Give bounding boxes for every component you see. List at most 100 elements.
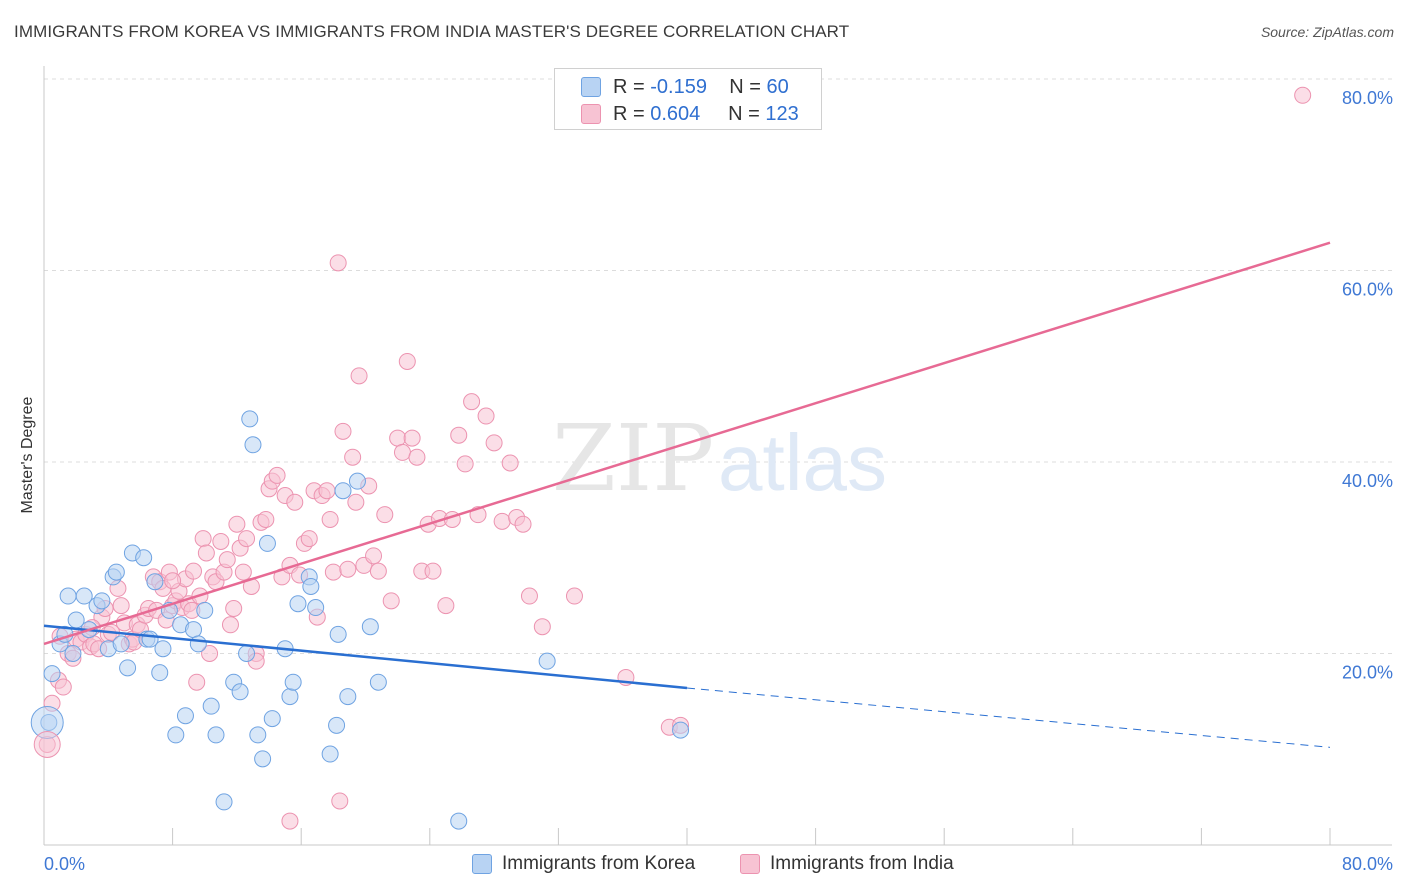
korea-point bbox=[215, 793, 233, 811]
india-point bbox=[281, 812, 299, 830]
india-point bbox=[456, 455, 474, 473]
india-point bbox=[347, 493, 365, 511]
india-point bbox=[221, 616, 239, 634]
india-point bbox=[365, 547, 383, 565]
india-point bbox=[257, 510, 275, 528]
korea-point bbox=[348, 472, 366, 490]
india-trendline bbox=[43, 241, 1331, 646]
watermark-atlas: atlas bbox=[718, 418, 887, 507]
korea-point bbox=[254, 750, 272, 768]
korea-point bbox=[231, 683, 249, 701]
korea-n-label: N = bbox=[729, 75, 767, 98]
y-axis-label: Master's Degree bbox=[19, 396, 36, 514]
india-n-label: N = bbox=[728, 102, 766, 125]
india-point bbox=[533, 618, 551, 636]
korea-point bbox=[263, 710, 281, 728]
india-point bbox=[225, 599, 243, 617]
india-point bbox=[450, 426, 468, 444]
legend-item-korea: Immigrants from Korea bbox=[472, 852, 695, 876]
india-point bbox=[514, 515, 532, 533]
korea-point bbox=[207, 726, 225, 744]
india-n-value: 123 bbox=[765, 102, 799, 125]
watermark-zip: ZIP bbox=[552, 405, 714, 512]
india-point bbox=[324, 563, 342, 581]
y-tick-label: 20.0% bbox=[1342, 663, 1393, 683]
india-point bbox=[321, 510, 339, 528]
india-point bbox=[393, 443, 411, 461]
y-tick-label: 80.0% bbox=[1342, 88, 1393, 108]
korea-legend-swatch bbox=[472, 854, 492, 874]
korea-point bbox=[238, 645, 256, 662]
india-point bbox=[112, 597, 130, 615]
korea-point bbox=[328, 716, 346, 734]
korea-trendline bbox=[43, 624, 688, 690]
korea-point bbox=[450, 812, 468, 830]
korea-point bbox=[672, 721, 690, 739]
korea-point bbox=[302, 577, 320, 595]
india-point bbox=[376, 506, 394, 524]
india-point bbox=[234, 563, 252, 581]
india-point bbox=[350, 367, 368, 385]
korea-point bbox=[196, 601, 214, 619]
india-point bbox=[201, 645, 219, 662]
korea-point bbox=[107, 563, 125, 581]
korea-trendline-extension bbox=[686, 687, 1331, 748]
korea-point bbox=[64, 645, 82, 662]
x-tick-label: 80.0% bbox=[1342, 854, 1393, 874]
korea-point bbox=[241, 410, 259, 428]
india-point bbox=[164, 572, 182, 590]
india-point-large bbox=[33, 730, 61, 758]
korea-point bbox=[119, 659, 137, 677]
korea-swatch bbox=[581, 77, 601, 97]
korea-r-value: -0.159 bbox=[650, 75, 707, 98]
korea-point bbox=[289, 595, 307, 613]
korea-n-value: 60 bbox=[766, 75, 789, 98]
india-point bbox=[344, 448, 362, 466]
india-point bbox=[408, 448, 426, 466]
india-legend-swatch bbox=[740, 854, 760, 874]
y-tick-label: 60.0% bbox=[1342, 280, 1393, 300]
india-point bbox=[424, 562, 442, 580]
india-point bbox=[331, 792, 349, 810]
korea-point bbox=[154, 640, 172, 658]
india-point bbox=[212, 532, 230, 550]
korea-point bbox=[189, 635, 207, 653]
india-point bbox=[184, 562, 202, 580]
india-point bbox=[188, 673, 206, 691]
india-legend-label: Immigrants from India bbox=[770, 853, 954, 874]
korea-point bbox=[184, 621, 202, 639]
india-point bbox=[389, 429, 407, 447]
chart-title: IMMIGRANTS FROM KOREA VS IMMIGRANTS FROM… bbox=[14, 22, 850, 41]
korea-legend-label: Immigrants from Korea bbox=[502, 853, 696, 874]
korea-point bbox=[258, 534, 276, 552]
india-point bbox=[565, 587, 583, 605]
korea-point bbox=[361, 618, 379, 636]
india-point bbox=[286, 493, 304, 511]
india-point bbox=[369, 562, 387, 580]
india-r-value: 0.604 bbox=[650, 102, 701, 125]
india-point bbox=[403, 429, 421, 447]
india-point bbox=[300, 530, 318, 548]
india-point bbox=[339, 560, 357, 578]
india-point bbox=[194, 530, 212, 548]
korea-point bbox=[75, 587, 93, 605]
korea-point bbox=[321, 745, 339, 763]
india-point bbox=[485, 434, 503, 452]
india-point bbox=[382, 592, 400, 610]
x-tick-label: 0.0% bbox=[44, 854, 85, 874]
korea-point bbox=[93, 592, 111, 610]
korea-point bbox=[135, 549, 153, 567]
korea-point bbox=[167, 726, 185, 744]
korea-point bbox=[244, 436, 262, 454]
india-point bbox=[318, 482, 336, 500]
korea-point bbox=[59, 587, 77, 605]
korea-point bbox=[43, 665, 61, 683]
korea-point bbox=[329, 625, 347, 643]
india-point bbox=[1294, 86, 1312, 104]
correlation-legend: R = -0.159 N = 60 R = 0.604 N = 123 bbox=[554, 68, 822, 130]
india-r-label: R = bbox=[613, 102, 651, 125]
korea-r-label: R = bbox=[613, 75, 651, 98]
y-tick-label: 40.0% bbox=[1342, 471, 1393, 491]
india-point bbox=[437, 597, 455, 615]
korea-point bbox=[249, 726, 267, 744]
